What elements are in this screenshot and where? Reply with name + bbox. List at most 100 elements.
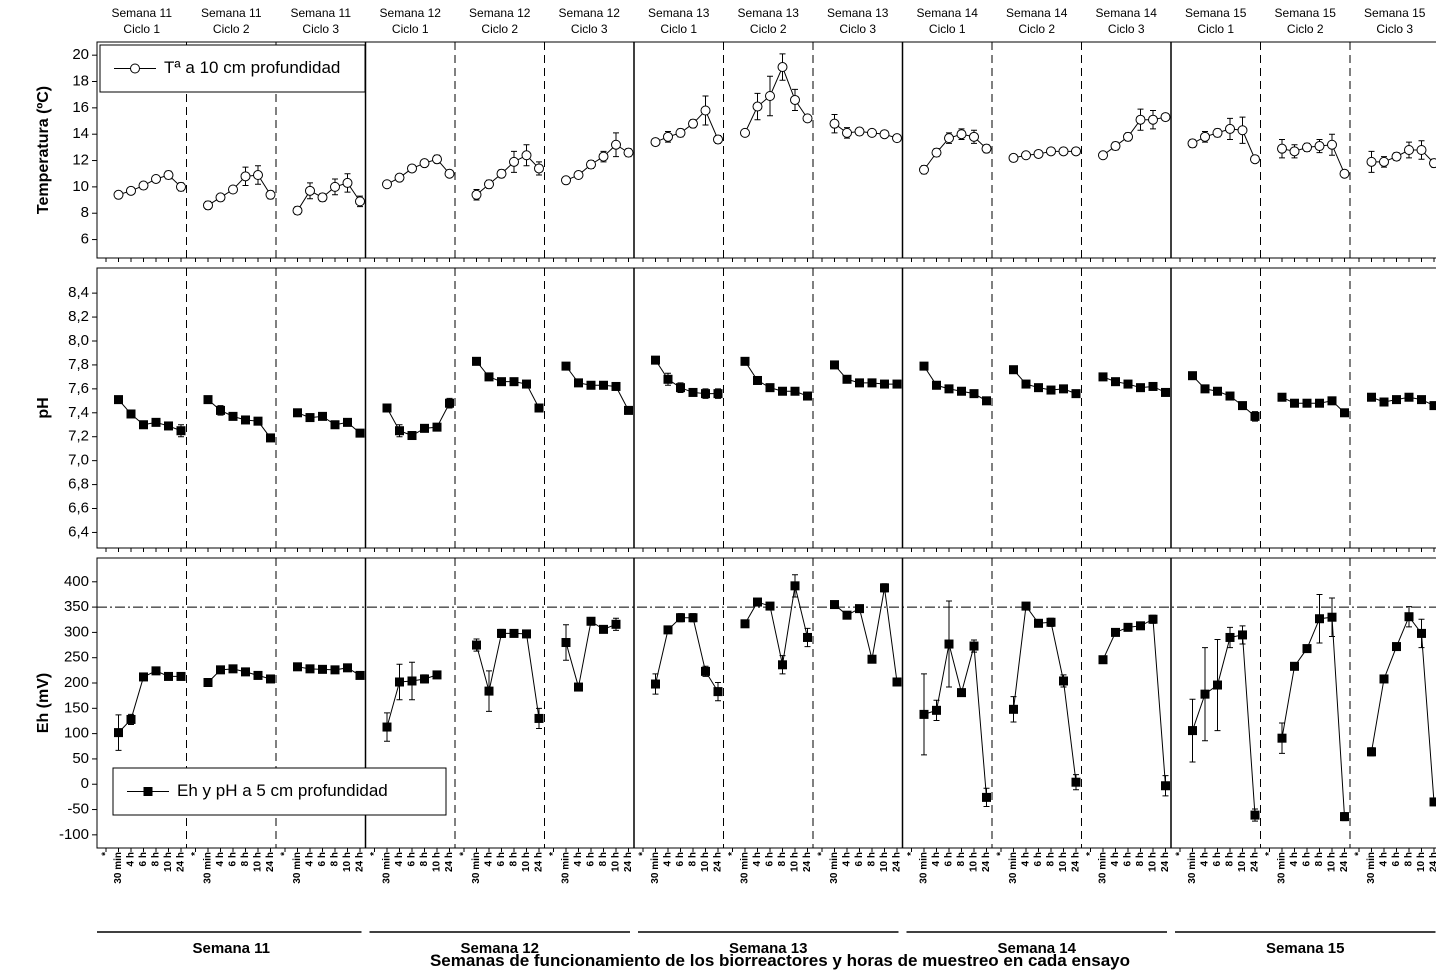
data-point [152, 666, 161, 675]
data-point [1059, 676, 1068, 685]
data-point [1072, 147, 1081, 156]
data-point [920, 710, 929, 719]
data-point [1213, 128, 1222, 137]
data-point [1059, 147, 1068, 156]
data-point [574, 683, 583, 692]
data-point [1417, 395, 1426, 404]
x-tick-label: 10 h [1148, 852, 1159, 872]
data-point [843, 375, 852, 384]
data-point [1290, 662, 1299, 671]
cycle-header: Ciclo 2 [750, 22, 787, 36]
legend-label: Eh y pH a 5 cm profundidad [177, 781, 388, 800]
data-point [830, 119, 839, 128]
data-point [331, 665, 340, 674]
data-point [306, 186, 315, 195]
data-point [1099, 372, 1108, 381]
y-tick-label: 200 [64, 674, 89, 691]
x-tick-label: * [101, 852, 112, 856]
cycle-header: Ciclo 1 [123, 22, 160, 36]
cycle-header: Ciclo 1 [1197, 22, 1234, 36]
data-point [612, 140, 621, 149]
data-point [472, 357, 481, 366]
data-point [1392, 642, 1401, 651]
data-point [343, 663, 352, 672]
data-point [1161, 781, 1170, 790]
x-tick-label: 10 h [790, 852, 801, 872]
data-point [1315, 399, 1324, 408]
data-point [1392, 395, 1401, 404]
data-point [651, 680, 660, 689]
x-tick-label: 4 h [1379, 852, 1390, 866]
cycle-header: Ciclo 3 [302, 22, 339, 36]
x-tick-label: 4 h [215, 852, 226, 866]
data-point [664, 132, 673, 141]
data-point [254, 171, 263, 180]
data-point [510, 157, 519, 166]
data-point [139, 181, 148, 190]
x-tick-label: 24 h [713, 852, 724, 872]
y-tick-label: 16 [72, 99, 89, 116]
y-tick-label: 250 [64, 649, 89, 666]
data-point [599, 625, 608, 634]
data-point [982, 396, 991, 405]
data-point [331, 182, 340, 191]
y-tick-label: 6,6 [68, 499, 89, 516]
x-tick-label: 4 h [305, 852, 316, 866]
data-point [241, 415, 250, 424]
y-tick-label: 50 [72, 750, 89, 767]
data-point [395, 173, 404, 182]
data-point [1124, 380, 1133, 389]
data-point [932, 148, 941, 157]
data-point [343, 418, 352, 427]
data-point [778, 660, 787, 669]
x-tick-label: 6 h [1212, 852, 1223, 866]
x-tick-label: 24 h [265, 852, 276, 872]
x-tick-label: * [459, 852, 470, 856]
data-point [343, 178, 352, 187]
x-tick-label: * [638, 852, 649, 856]
cycle-header: Ciclo 2 [1018, 22, 1055, 36]
x-tick-label: 6 h [228, 852, 239, 866]
data-point [114, 395, 123, 404]
data-point [599, 152, 608, 161]
data-point [535, 714, 544, 723]
data-point [127, 186, 136, 195]
data-point [1278, 144, 1287, 153]
data-point [1367, 157, 1376, 166]
data-point [880, 380, 889, 389]
data-point [893, 380, 902, 389]
y-tick-label: 350 [64, 598, 89, 615]
data-point [395, 677, 404, 686]
data-point [778, 387, 787, 396]
x-tick-label: * [190, 852, 201, 856]
data-point [1022, 602, 1031, 611]
data-point [485, 687, 494, 696]
x-tick-label: 6 h [407, 852, 418, 866]
legend-marker [144, 787, 153, 796]
data-point [1315, 142, 1324, 151]
data-point [1251, 412, 1260, 421]
data-point [843, 611, 852, 620]
data-point [497, 377, 506, 386]
data-point [216, 665, 225, 674]
y-tick-label: -100 [59, 826, 89, 843]
x-tick-label: 30 min [919, 852, 930, 884]
x-tick-label: 24 h [1160, 852, 1171, 872]
y-tick-label: -50 [67, 801, 89, 818]
data-point [1328, 613, 1337, 622]
cycle-header: Semana 11 [291, 6, 352, 20]
x-tick-label: * [996, 852, 1007, 856]
data-point [1161, 388, 1170, 397]
series-line [477, 633, 540, 718]
data-point [114, 190, 123, 199]
x-tick-label: 10 h [163, 852, 174, 872]
data-point [510, 377, 519, 386]
cycle-header: Semana 11 [112, 6, 173, 20]
week-label: Semana 13 [729, 940, 807, 957]
data-point [676, 613, 685, 622]
week-label: Semana 12 [461, 940, 539, 957]
data-point [1380, 157, 1389, 166]
y-tick-label: 8,4 [68, 284, 89, 301]
x-tick-label: 24 h [623, 852, 634, 872]
